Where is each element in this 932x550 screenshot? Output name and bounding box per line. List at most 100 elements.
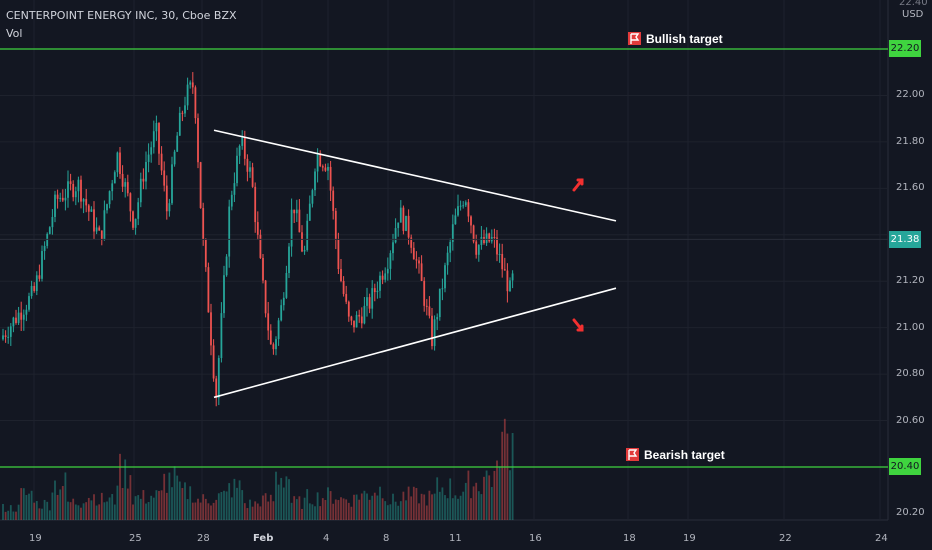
volume-bar	[38, 508, 41, 520]
bullish-target-annotation[interactable]: Bullish target	[628, 32, 723, 46]
candle-body	[217, 358, 220, 398]
candle-body	[233, 183, 236, 195]
candle-body	[186, 84, 189, 106]
volume-bar	[98, 504, 101, 520]
candle-body	[168, 203, 171, 212]
candle	[350, 315, 353, 326]
volume-indicator-label[interactable]: Vol	[6, 27, 23, 40]
candle	[210, 303, 212, 356]
candle-body	[269, 330, 272, 345]
candle	[126, 174, 129, 197]
candle-body	[420, 263, 423, 281]
volume-bar	[308, 503, 311, 520]
candle-body	[324, 167, 327, 171]
volume-bar	[129, 475, 132, 520]
volume-bar	[470, 498, 472, 520]
candle	[506, 263, 509, 303]
volume-bar	[394, 501, 397, 520]
volume-bar	[93, 494, 95, 520]
candle-body	[298, 209, 301, 233]
candle-body	[126, 182, 129, 194]
candle-body	[477, 245, 480, 255]
candle	[480, 225, 483, 250]
candle	[428, 296, 431, 319]
volume-bar	[22, 488, 25, 520]
candle	[207, 262, 210, 313]
candle	[464, 200, 467, 207]
candle-body	[51, 216, 54, 228]
volume-bar	[77, 505, 80, 520]
bearish-target-annotation[interactable]: Bearish target	[626, 448, 725, 462]
volume-bar	[191, 502, 194, 520]
candle	[303, 245, 306, 255]
candle-body	[35, 275, 38, 292]
candle	[134, 218, 137, 235]
time-axis-label: 19	[683, 533, 696, 544]
candle	[293, 209, 296, 224]
candle-body	[290, 209, 293, 247]
candle	[389, 250, 392, 280]
candle-body	[116, 152, 119, 173]
candle-body	[22, 314, 25, 320]
bearish-target-price-tag: 20.40	[889, 458, 921, 475]
volume-bar	[475, 482, 478, 520]
candle	[467, 199, 470, 223]
volume-bar	[124, 459, 127, 520]
candle	[386, 257, 389, 281]
arrow-up-icon	[572, 178, 584, 192]
volume-bar	[511, 433, 514, 520]
volume-bar	[431, 494, 433, 520]
time-axis-label: 16	[529, 533, 542, 544]
price-axis-label: 21.60	[896, 182, 925, 194]
volume-bar	[498, 466, 501, 520]
candle-body	[119, 152, 121, 174]
price-axis-label: 21.00	[896, 321, 925, 333]
candle	[431, 307, 433, 350]
candle	[191, 72, 194, 94]
candle-body	[7, 336, 10, 338]
volume-bar	[415, 488, 418, 520]
candle	[54, 190, 56, 223]
candle-body	[100, 230, 103, 240]
candle	[22, 309, 25, 331]
candle-body	[353, 320, 355, 328]
candle-body	[25, 309, 28, 315]
volume-bar	[269, 494, 272, 520]
candle	[160, 146, 163, 176]
candle-body	[95, 227, 98, 232]
candle	[462, 201, 465, 209]
candle-body	[475, 241, 478, 255]
volume-bar	[355, 494, 358, 520]
volume-bar	[360, 493, 363, 520]
volume-bar	[337, 500, 340, 520]
candle	[444, 262, 446, 293]
volume-bar	[277, 484, 280, 520]
volume-bar	[87, 497, 90, 520]
candle-body	[64, 197, 67, 201]
volume-bar	[210, 505, 212, 520]
candle-body	[511, 273, 514, 281]
candle-body	[303, 250, 306, 252]
candle-body	[311, 190, 314, 204]
candle-body	[464, 202, 467, 206]
candle	[381, 270, 384, 285]
candle-body	[191, 82, 194, 88]
volume-bar	[246, 508, 249, 520]
candle	[282, 292, 285, 311]
candle	[301, 225, 303, 253]
candle	[95, 217, 98, 235]
candle	[379, 271, 381, 299]
candle	[477, 244, 480, 262]
chart-symbol-title[interactable]: CENTERPOINT ENERGY INC, 30, Cboe BZX	[6, 9, 237, 22]
price-axis-currency[interactable]: USD	[902, 9, 924, 20]
chart-grid	[0, 0, 889, 521]
candle-body	[399, 207, 402, 223]
candle	[363, 296, 366, 325]
candle-body	[483, 237, 485, 244]
candle-body	[498, 253, 501, 255]
volume-bar	[9, 505, 12, 520]
candle	[358, 309, 361, 323]
candle-body	[80, 179, 82, 202]
candle	[280, 299, 283, 322]
